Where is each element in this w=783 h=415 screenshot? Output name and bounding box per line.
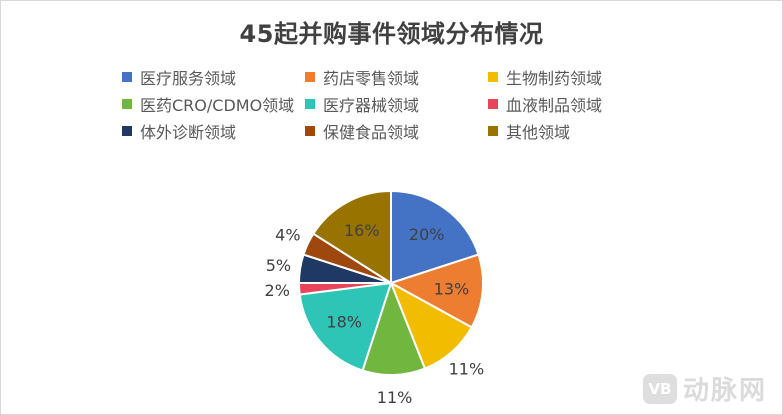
legend-item: 血液制品领域 [488,93,671,115]
legend-item: 生物制药领域 [488,66,671,88]
legend-item: 体外诊断领域 [122,120,305,142]
pie-slice [311,189,392,285]
legend-swatch [122,99,132,109]
pie-slice-label: 18% [326,313,362,332]
legend-label: 血液制品领域 [506,96,603,115]
legend-item: 其他领域 [488,120,671,142]
legend-label: 医药CRO/CDMO领域 [140,96,295,115]
legend-swatch [305,99,315,109]
watermark: VB 动脉网 [642,370,767,407]
legend-swatch [488,126,498,136]
pie-slice-label: 5% [266,256,291,275]
chart-title: 45起并购事件领域分布情况 [239,20,544,48]
watermark-text: 动脉网 [682,376,767,406]
legend-swatch [122,72,132,82]
pie-slice-label: 13% [434,280,470,299]
legend-label: 医疗服务领域 [140,69,237,88]
legend-item: 医疗器械领域 [305,93,488,115]
legend-label: 体外诊断领域 [140,123,237,142]
legend-item: 保健食品领域 [305,120,488,142]
legend-label: 其他领域 [506,123,571,142]
pie-slice [388,253,484,329]
legend-swatch [122,126,132,136]
pie-slice-label: 16% [344,221,380,240]
chart-legend: 医疗服务领域 药店零售领域 生物制药领域医药CRO/CDMO领域 医疗器械领域 血液制品… [122,66,682,142]
legend-label: 药店零售领域 [323,69,420,88]
legend-item: 医疗服务领域 [122,66,305,88]
pie-slice-label: 11% [377,388,413,407]
pie-slice-label: 20% [409,225,445,244]
pie-slice [390,189,480,285]
watermark-logo-icon: VB [642,373,677,404]
legend-swatch [488,72,498,82]
legend-item: 药店零售领域 [305,66,488,88]
legend-label: 生物制药领域 [506,69,603,88]
legend-item: 医药CRO/CDMO领域 [122,93,305,115]
legend-label: 医疗器械领域 [323,96,420,115]
pie-slice-label: 4% [275,225,300,244]
pie-slice-label: 2% [265,281,290,300]
pie-slice [298,281,393,372]
legend-swatch [305,72,315,82]
pie-slice-label: 11% [449,360,485,379]
legend-swatch [305,126,315,136]
legend-label: 保健食品领域 [323,123,420,142]
legend-swatch [488,99,498,109]
